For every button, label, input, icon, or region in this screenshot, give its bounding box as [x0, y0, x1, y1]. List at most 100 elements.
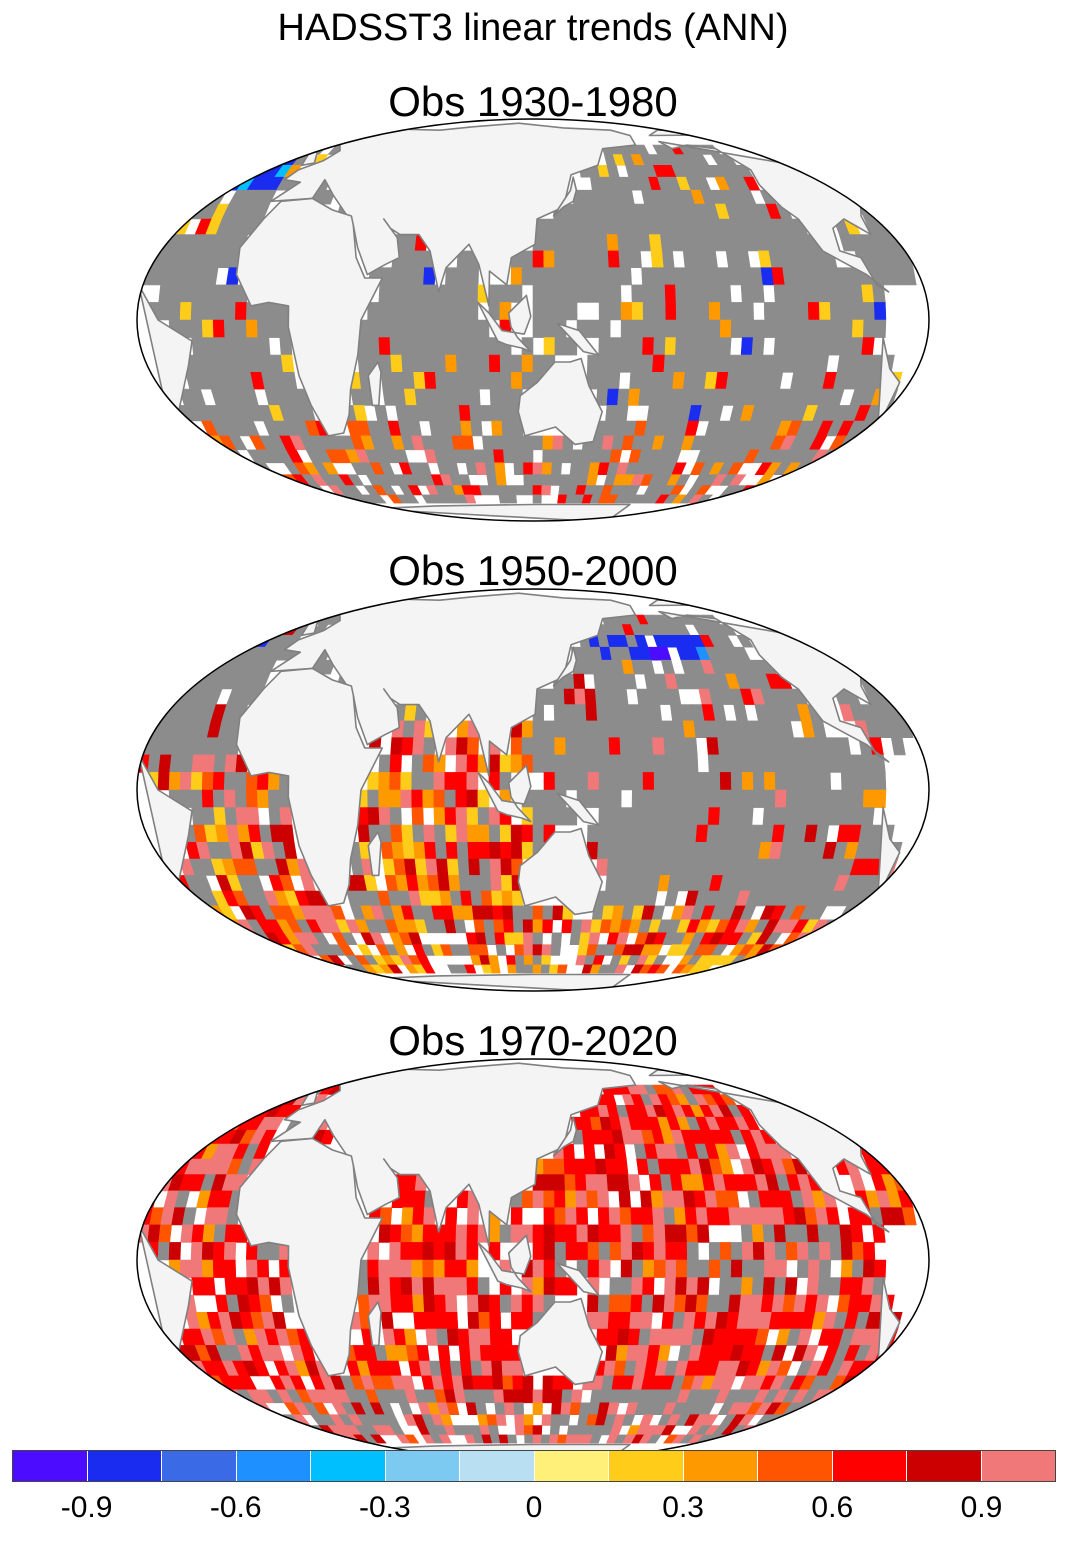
trend-cell — [706, 1294, 720, 1313]
trend-cell — [717, 1207, 731, 1226]
trend-cell — [605, 1158, 618, 1175]
trend-cell — [771, 955, 793, 966]
trend-cell — [157, 772, 171, 791]
trend-cell — [188, 435, 208, 451]
trend-cell — [554, 267, 567, 286]
trend-cell — [413, 372, 427, 390]
trend-cell — [357, 824, 371, 843]
trend-cell — [466, 1242, 479, 1261]
map-outline — [136, 588, 930, 992]
trend-cell — [197, 932, 219, 946]
trend-cell — [867, 659, 889, 675]
trend-cell — [617, 704, 630, 722]
trend-cell — [619, 354, 632, 373]
trend-cell — [553, 1158, 566, 1175]
trend-cell — [532, 1434, 542, 1444]
trend-cell — [818, 319, 832, 338]
trend-cell — [738, 267, 753, 286]
trend-cell — [401, 1207, 414, 1226]
trend-cell — [725, 1190, 740, 1208]
trend-cell — [718, 337, 732, 356]
trend-cell — [564, 704, 577, 722]
trend-cell — [631, 1242, 644, 1261]
trend-cell — [608, 737, 621, 756]
trend-cell — [543, 284, 556, 303]
trend-cell — [597, 250, 610, 268]
trend-cell — [561, 1389, 573, 1404]
trend-cell — [245, 624, 267, 636]
trend-cell — [494, 1402, 506, 1416]
trend-cell — [542, 919, 554, 934]
trend-cell — [809, 494, 834, 504]
trend-cell — [751, 1224, 765, 1243]
trend-cell — [423, 824, 436, 843]
trend-cell — [662, 1294, 676, 1313]
land-polygon — [517, 827, 604, 916]
trend-cell — [646, 688, 661, 705]
trend-cell — [661, 720, 675, 738]
trend-cell — [433, 807, 446, 826]
trend-cell — [514, 1414, 525, 1426]
trend-cell — [718, 807, 732, 826]
trend-cell — [541, 485, 552, 496]
trend-cell — [840, 302, 854, 321]
trend-cell — [191, 284, 205, 303]
trend-cell — [512, 449, 524, 464]
trend-cell — [522, 905, 534, 921]
trend-cell — [256, 319, 270, 338]
trend-cell — [422, 337, 435, 356]
trend-cell — [614, 964, 628, 974]
trend-cell — [389, 807, 402, 826]
trend-cell — [403, 388, 418, 406]
trend-cell — [436, 858, 449, 876]
colorbar-tick-label: 0 — [525, 1491, 543, 1524]
trend-cell — [718, 284, 732, 303]
trend-cell — [412, 1294, 425, 1313]
trend-cell — [585, 234, 598, 252]
trend-cell — [554, 284, 567, 303]
trend-cell — [850, 754, 864, 773]
trend-cell — [630, 737, 643, 756]
trend-cell — [223, 772, 237, 791]
trend-cell — [206, 449, 228, 464]
trend-cell — [543, 807, 556, 826]
trend-cell — [664, 337, 677, 356]
trend-cell — [499, 1224, 512, 1243]
trend-cell — [245, 154, 267, 166]
trend-cell — [642, 1242, 655, 1261]
trend-cell — [629, 842, 642, 860]
trend-cell — [751, 337, 765, 356]
trend-cell — [594, 218, 608, 235]
trend-cell — [446, 388, 460, 406]
trend-cell — [369, 1434, 387, 1444]
trend-cell — [801, 1434, 825, 1444]
trend-cell — [618, 1190, 632, 1208]
trend-cell — [730, 1259, 743, 1278]
trend-cell — [818, 1242, 832, 1261]
trend-cell — [740, 1277, 754, 1296]
trend-cell — [558, 485, 569, 496]
trend-cell — [638, 704, 652, 722]
trend-cell — [499, 1294, 512, 1313]
trend-cell — [738, 1207, 753, 1226]
trend-cell — [730, 772, 743, 791]
trend-cell — [542, 435, 554, 451]
trend-cell — [389, 1242, 402, 1261]
trend-cell — [488, 284, 501, 303]
trend-cell — [532, 789, 545, 808]
trend-cell — [541, 944, 552, 956]
trend-cell — [618, 842, 632, 860]
trend-cell — [466, 1224, 479, 1243]
trend-cell — [574, 1174, 587, 1192]
trend-cell — [481, 905, 494, 921]
trend-cell — [861, 1277, 875, 1296]
trend-cell — [728, 737, 742, 756]
trend-cell — [177, 1375, 199, 1391]
trend-cell — [553, 1174, 566, 1192]
trend-cell — [521, 720, 534, 738]
trend-cell — [523, 1414, 534, 1426]
trend-cell — [475, 1402, 488, 1416]
colorbar-swatch — [758, 1451, 833, 1481]
trend-cell — [744, 1434, 765, 1444]
trend-cell — [851, 302, 865, 321]
